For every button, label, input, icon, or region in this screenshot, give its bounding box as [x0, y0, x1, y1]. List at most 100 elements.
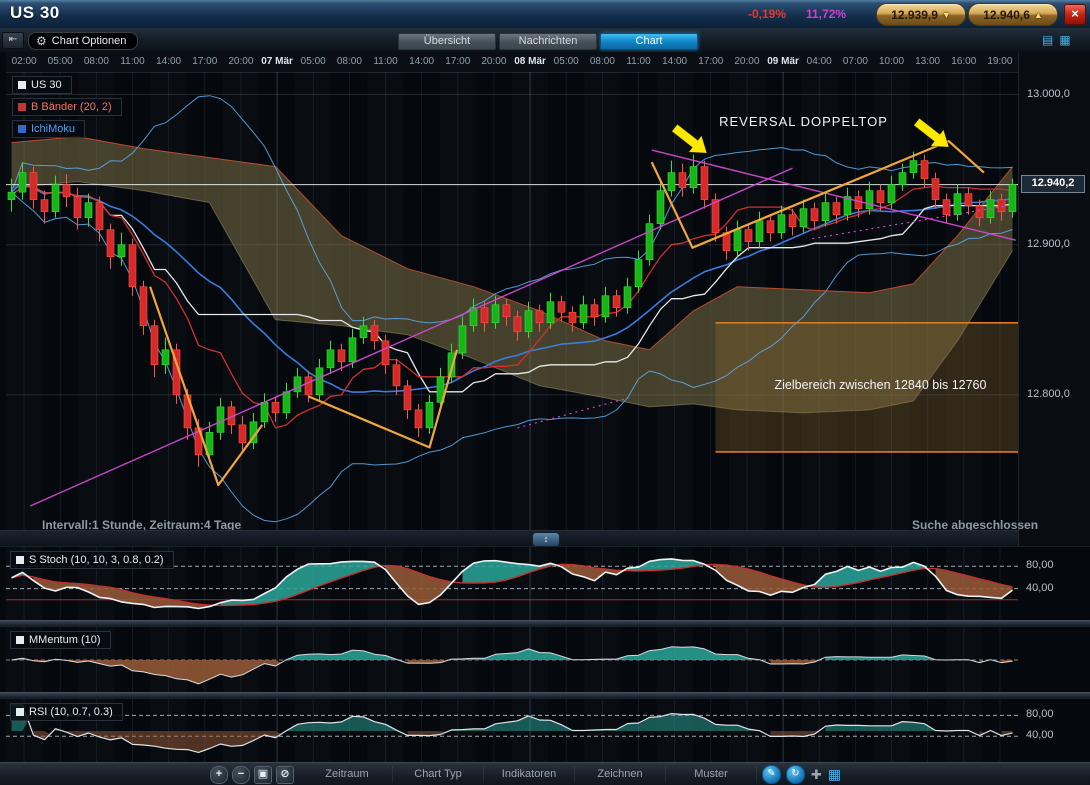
- candle-body: [635, 260, 642, 287]
- candle-body: [712, 200, 719, 233]
- candle-body: [767, 221, 774, 233]
- tab-uebersicht[interactable]: Übersicht: [398, 33, 496, 50]
- candle-body: [877, 191, 884, 203]
- panel-list-icon[interactable]: ▤: [1042, 33, 1053, 47]
- time-label: 14:00: [156, 56, 181, 67]
- menu-indikatoren[interactable]: Indikatoren: [484, 766, 575, 783]
- candle-body: [800, 209, 807, 227]
- momentum-chart[interactable]: [6, 627, 1018, 693]
- candle-body: [558, 302, 565, 313]
- disable-button[interactable]: ⊘: [276, 766, 294, 784]
- momentum-label: MMentum (10): [29, 634, 101, 646]
- price-label: 12.900,0: [1019, 238, 1090, 250]
- zoom-in-button[interactable]: +: [210, 766, 228, 784]
- candle-body: [734, 230, 741, 251]
- time-label: 20:00: [228, 56, 253, 67]
- candle-body: [283, 392, 290, 413]
- sell-price: 12.939,9: [891, 8, 938, 22]
- candle-body: [272, 402, 279, 413]
- candle-body: [151, 326, 158, 365]
- close-button[interactable]: ×: [1064, 4, 1086, 25]
- candle-body: [327, 350, 334, 368]
- rsi-label-chip[interactable]: RSI (10, 0.7, 0.3): [10, 703, 123, 721]
- legend-item-bbaender[interactable]: B Bänder (20, 2): [12, 98, 122, 116]
- candle-body: [360, 326, 367, 338]
- candle-body: [239, 425, 246, 443]
- draw-pen-button[interactable]: ✎: [762, 765, 781, 784]
- candle-body: [580, 305, 587, 323]
- candle-body: [789, 215, 796, 227]
- time-label: 14:00: [662, 56, 687, 67]
- reset-zoom-button[interactable]: ▣: [254, 766, 272, 784]
- candle-body: [338, 350, 345, 362]
- tab-chart[interactable]: Chart: [600, 33, 698, 50]
- candle-body: [316, 368, 323, 395]
- stoch-label-chip[interactable]: S Stoch (10, 10, 3, 0.8, 0.2): [10, 551, 174, 569]
- candle-body: [899, 173, 906, 185]
- price-label: 13.000,0: [1019, 88, 1090, 100]
- candle-body: [382, 341, 389, 365]
- time-label: 04:00: [807, 56, 832, 67]
- series-swatch-icon: [16, 556, 24, 564]
- menu-chart-typ[interactable]: Chart Typ: [393, 766, 484, 783]
- legend-item-us30[interactable]: US 30: [12, 76, 72, 94]
- window-header: US 30 -0,19% 11,72% 12.939,9 ▼ 12.940,6 …: [0, 0, 1090, 29]
- momentum-panel: MMentum (10): [0, 626, 1090, 693]
- panel-splitter-button[interactable]: ↕: [532, 532, 560, 547]
- zoom-out-button[interactable]: −: [232, 766, 250, 784]
- menu-zeichnen[interactable]: Zeichnen: [575, 766, 666, 783]
- rsi-chart[interactable]: [6, 699, 1018, 763]
- time-label: 17:00: [698, 56, 723, 67]
- rsi-level-40: 40,00: [1026, 729, 1054, 741]
- time-label: 07:00: [843, 56, 868, 67]
- indicator-fill: [34, 577, 216, 609]
- collapse-panel-button[interactable]: ⇤: [2, 32, 24, 49]
- chart-scroll-strip[interactable]: [0, 530, 1018, 547]
- candle-body: [888, 185, 895, 203]
- candle-body: [602, 296, 609, 317]
- refresh-button[interactable]: ↻: [786, 765, 805, 784]
- chart-options-button[interactable]: ⚙ Chart Optionen: [28, 32, 138, 50]
- time-axis[interactable]: 02:0005:0008:0011:0014:0017:0020:0007 Mä…: [6, 52, 1018, 73]
- target-annotation: Zielbereich zwischen 12840 bis 12760: [775, 378, 987, 392]
- panel-grid-icon[interactable]: ▦: [1059, 33, 1070, 47]
- menu-muster[interactable]: Muster: [666, 766, 757, 783]
- chart-region: 02:0005:0008:0011:0014:0017:0020:0007 Mä…: [0, 52, 1090, 546]
- candle-body: [855, 197, 862, 209]
- candle-body: [393, 365, 400, 386]
- candle-body: [866, 191, 873, 209]
- main-chart[interactable]: REVERSAL DOPPELTOP Zielbereich zwischen 1…: [6, 72, 1018, 530]
- time-label: 10:00: [879, 56, 904, 67]
- candle-body: [976, 206, 983, 218]
- view-tabs: Übersicht Nachrichten Chart: [398, 33, 698, 50]
- price-axis[interactable]: 13.000,0 12.900,0 12.800,0 12.940,2: [1018, 52, 1090, 546]
- candle-body: [459, 326, 466, 353]
- stoch-level-40: 40,00: [1026, 582, 1054, 594]
- candle-body: [547, 302, 554, 323]
- menu-zeitraum[interactable]: Zeitraum: [302, 766, 393, 783]
- momentum-label-chip[interactable]: MMentum (10): [10, 631, 111, 649]
- time-label: 05:00: [301, 56, 326, 67]
- reversal-annotation: REVERSAL DOPPELTOP: [719, 114, 888, 129]
- candle-body: [778, 215, 785, 233]
- time-label: 17:00: [445, 56, 470, 67]
- numpad-icon[interactable]: ▦: [828, 766, 841, 783]
- legend-item-ichimoku[interactable]: IchiMoku: [12, 120, 85, 138]
- candle-body: [657, 191, 664, 224]
- candle-body: [118, 245, 125, 257]
- candle-body: [833, 203, 840, 215]
- sell-price-button[interactable]: 12.939,9 ▼: [876, 3, 966, 26]
- date-label: 07 Mär: [261, 56, 293, 67]
- crosshair-move-button[interactable]: ✚: [811, 767, 822, 783]
- buy-price-button[interactable]: 12.940,6 ▲: [968, 3, 1058, 26]
- tab-nachrichten[interactable]: Nachrichten: [499, 33, 597, 50]
- legend-label: B Bänder (20, 2): [31, 101, 112, 113]
- buy-price: 12.940,6: [983, 8, 1030, 22]
- current-price-badge: 12.940,2: [1021, 175, 1085, 193]
- candle-body: [998, 200, 1005, 212]
- candle-body: [701, 167, 708, 200]
- price-label: 12.800,0: [1019, 388, 1090, 400]
- candle-body: [679, 173, 686, 188]
- candle-body: [910, 161, 917, 173]
- candle-body: [305, 377, 312, 395]
